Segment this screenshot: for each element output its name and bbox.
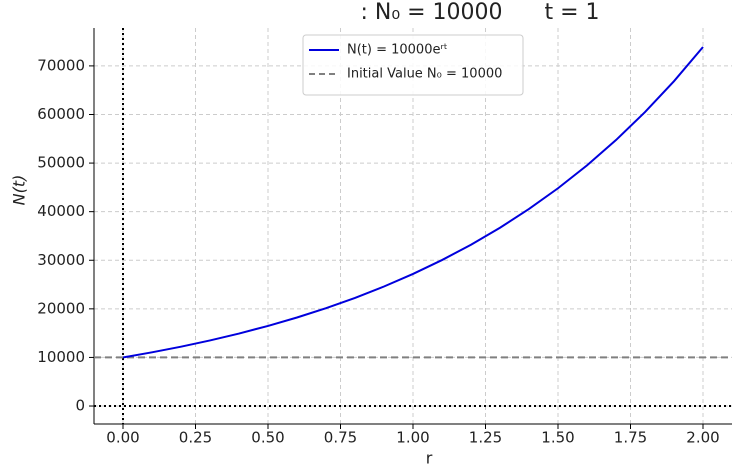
legend-label: Initial Value N₀ = 10000 (347, 67, 502, 82)
x-tick-label: 1.00 (396, 429, 429, 447)
x-tick-label: 0.75 (324, 429, 357, 447)
y-tick-label: 0 (75, 397, 85, 415)
y-tick-label: 20000 (37, 299, 85, 317)
y-tick-label: 30000 (37, 251, 85, 269)
y-tick-label: 10000 (37, 348, 85, 366)
legend-box (302, 34, 524, 96)
x-tick-label: 1.25 (469, 429, 502, 447)
x-tick-label: 2.00 (686, 429, 719, 447)
x-tick-label: 1.50 (541, 429, 574, 447)
x-tick-label: 0.00 (106, 429, 139, 447)
y-tick-label: 40000 (37, 202, 85, 220)
y-tick-label: 70000 (37, 56, 85, 74)
x-tick-label: 0.50 (251, 429, 284, 447)
legend-label: N(t) = 10000eʳᵗ (347, 43, 448, 58)
line-series (122, 46, 704, 359)
y-axis-label: N(t) (10, 175, 29, 206)
x-tick-label: 1.75 (614, 429, 647, 447)
chart-title: ꞉ N₀ = 10000 t = 1 (360, 0, 599, 25)
x-tick-label: 0.25 (179, 429, 212, 447)
y-tick-label: 50000 (37, 154, 85, 172)
y-tick-label: 60000 (37, 105, 85, 123)
x-axis-label: r (426, 449, 433, 468)
